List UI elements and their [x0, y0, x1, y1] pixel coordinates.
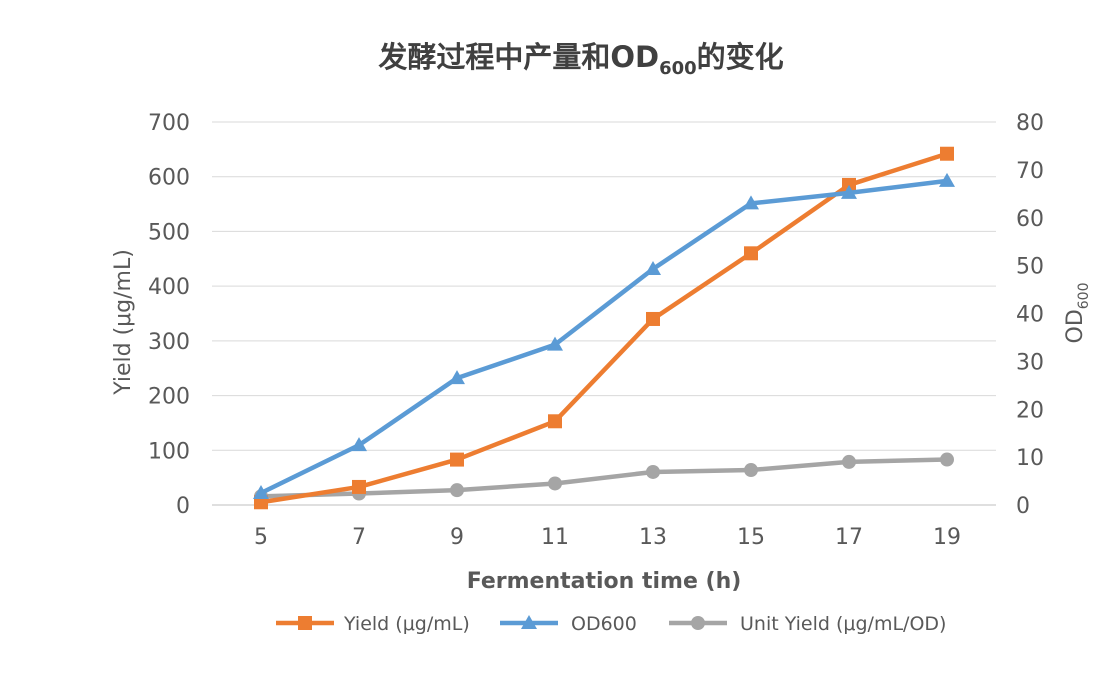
x-tick-label: 15 — [737, 525, 765, 550]
chart-title: 发酵过程中产量和OD600的变化 — [377, 40, 783, 79]
y-axis-left-ticks: 0 100 200 300 400 500 600 700 — [148, 111, 190, 519]
x-tick-label: 13 — [639, 525, 667, 550]
data-point — [450, 483, 464, 498]
data-point — [450, 452, 464, 467]
y-left-tick-label: 200 — [148, 385, 190, 410]
data-point — [940, 146, 954, 161]
y-axis-right-label-subscript: 600 — [1076, 283, 1092, 310]
data-point — [449, 370, 465, 385]
y-right-tick-label: 80 — [1016, 111, 1044, 136]
x-tick-label: 9 — [450, 525, 464, 550]
y-right-tick-label: 30 — [1016, 350, 1044, 375]
y-right-tick-label: 20 — [1016, 398, 1044, 423]
series-layer — [253, 146, 955, 510]
series-od600 — [253, 172, 955, 500]
series-line — [258, 457, 950, 499]
y-left-tick-label: 300 — [148, 330, 190, 355]
y-right-tick-label: 10 — [1016, 446, 1044, 471]
data-point — [646, 311, 660, 326]
x-tick-label: 11 — [541, 525, 569, 550]
legend-label: OD600 — [571, 613, 637, 635]
x-tick-label: 17 — [835, 525, 863, 550]
data-point — [841, 184, 857, 199]
y-axis-left-label: Yield (μg/mL) — [111, 249, 136, 396]
y-right-tick-label: 50 — [1016, 255, 1044, 280]
data-point — [744, 463, 758, 478]
legend-item: OD600 — [500, 613, 637, 635]
legend-label: Yield (μg/mL) — [343, 613, 470, 635]
y-left-tick-label: 600 — [148, 166, 190, 191]
y-axis-right-label: OD600 — [1063, 283, 1092, 344]
chart-title-main: 发酵过程中产量和OD — [377, 40, 659, 74]
data-point — [939, 172, 955, 187]
y-left-tick-label: 700 — [148, 111, 190, 136]
x-tick-label: 7 — [352, 525, 366, 550]
series-yield-g-ml — [254, 146, 954, 510]
y-right-tick-label: 0 — [1016, 494, 1030, 519]
gridlines — [212, 121, 996, 506]
y-right-tick-label: 40 — [1016, 303, 1044, 328]
y-axis-right-label-main: OD — [1063, 309, 1088, 343]
y-left-tick-label: 0 — [176, 494, 190, 519]
chart-title-suffix: 的变化 — [697, 40, 784, 74]
data-point — [743, 195, 759, 210]
data-point — [842, 454, 856, 469]
legend-marker — [298, 616, 312, 630]
y-right-tick-label: 70 — [1016, 159, 1044, 184]
legend-marker — [521, 615, 537, 629]
legend: Yield (μg/mL) OD600 Unit Yield (μg/mL/OD) — [276, 613, 946, 635]
data-point — [646, 464, 660, 479]
x-tick-label: 5 — [254, 525, 268, 550]
data-point — [940, 452, 954, 467]
legend-label: Unit Yield (μg/mL/OD) — [740, 613, 946, 635]
x-axis-label: Fermentation time (h) — [467, 569, 742, 594]
y-left-tick-label: 100 — [148, 439, 190, 464]
y-left-tick-label: 400 — [148, 275, 190, 300]
chart-title-subscript: 600 — [659, 58, 697, 79]
data-point — [645, 260, 661, 275]
x-tick-label: 19 — [933, 525, 961, 550]
y-left-tick-label: 500 — [148, 220, 190, 245]
data-point — [253, 485, 269, 500]
legend-item: Yield (μg/mL) — [276, 613, 470, 635]
data-point — [352, 479, 366, 494]
y-right-tick-label: 60 — [1016, 207, 1044, 232]
series-unit-yield-g-ml-od — [254, 452, 954, 504]
legend-marker — [691, 616, 705, 630]
data-point — [744, 246, 758, 261]
data-point — [547, 336, 563, 351]
y-axis-right-ticks: 0 10 20 30 40 50 60 70 80 — [1016, 111, 1044, 519]
data-point — [548, 476, 562, 491]
data-point — [548, 414, 562, 429]
legend-item: Unit Yield (μg/mL/OD) — [669, 613, 946, 635]
data-point — [351, 437, 367, 452]
x-axis-ticks: 5 7 9 11 13 15 17 19 — [254, 525, 961, 550]
series-line — [258, 178, 950, 496]
